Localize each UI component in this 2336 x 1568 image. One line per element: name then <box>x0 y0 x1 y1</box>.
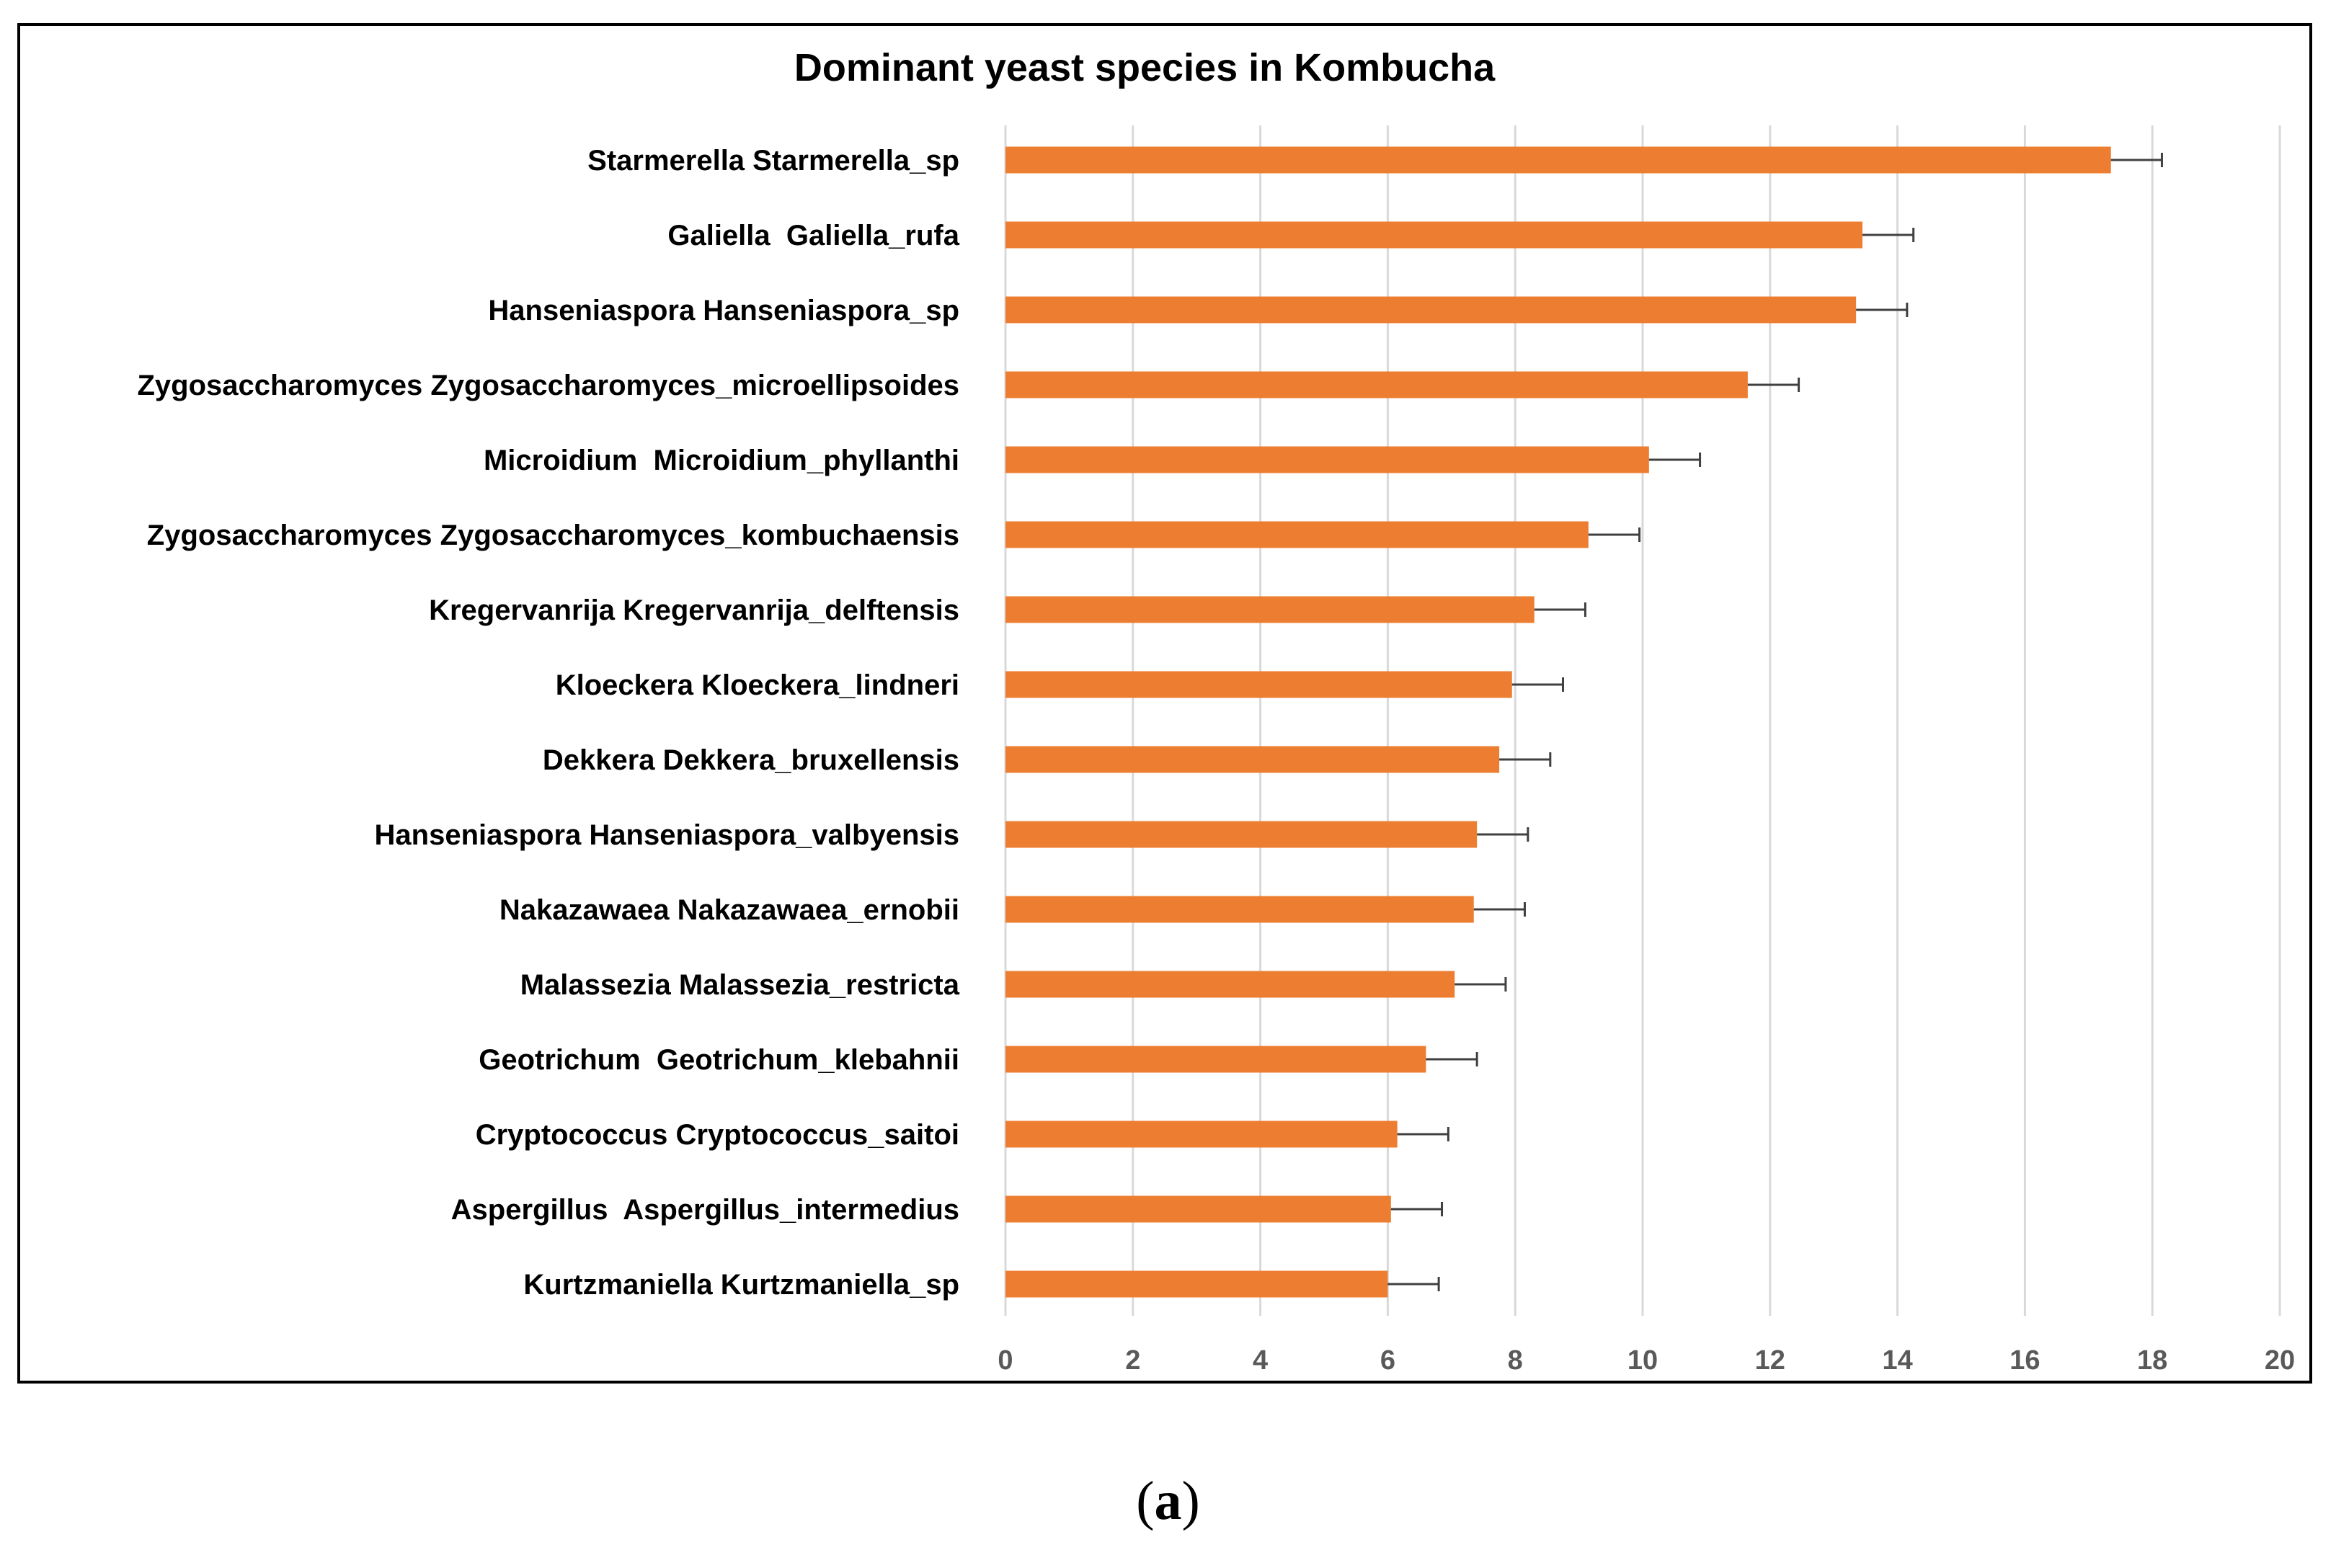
x-tick-label: 0 <box>998 1345 1013 1376</box>
category-label: Nakazawaea Nakazawaea_ernobii <box>499 894 959 926</box>
category-label: Aspergillus Aspergillus_intermedius <box>451 1194 959 1226</box>
x-tick-label: 16 <box>2009 1345 2040 1376</box>
category-label: Microidium Microidium_phyllanthi <box>484 445 959 476</box>
bar <box>1005 896 1474 923</box>
bar <box>1005 1195 1391 1223</box>
bar <box>1005 446 1649 473</box>
x-tick-label: 14 <box>1882 1345 1912 1376</box>
chart-title: Dominant yeast species in Kombucha <box>794 46 1496 89</box>
bar <box>1005 596 1535 623</box>
bar <box>1005 521 1589 548</box>
bar <box>1005 221 1862 249</box>
category-label: Zygosaccharomyces Zygosaccharomyces_komb… <box>147 520 959 551</box>
chart-frame: Dominant yeast species in Kombucha Starm… <box>17 23 2312 1384</box>
bar-chart: Dominant yeast species in Kombucha Starm… <box>137 46 2295 1376</box>
bar <box>1005 296 1857 324</box>
x-tick-label: 2 <box>1125 1345 1140 1376</box>
category-label: Kurtzmaniella Kurtzmaniella_sp <box>523 1269 959 1301</box>
bar <box>1005 371 1748 398</box>
x-tick-label: 18 <box>2137 1345 2167 1376</box>
x-tick-label: 10 <box>1627 1345 1658 1376</box>
bar <box>1005 1270 1388 1298</box>
bars <box>1005 146 2111 1298</box>
x-tick-label: 4 <box>1253 1345 1268 1376</box>
category-label: Hanseniaspora Hanseniaspora_valbyensis <box>375 819 959 851</box>
x-tick-label: 12 <box>1755 1345 1785 1376</box>
bar <box>1005 1046 1426 1073</box>
x-axis-tick-labels: 0 2 4 6 8 10 12 14 16 18 20 <box>998 1345 2295 1376</box>
caption-open-paren: ( <box>1136 1471 1155 1531</box>
x-tick-label: 20 <box>2265 1345 2295 1376</box>
bar <box>1005 971 1455 998</box>
bar <box>1005 146 2111 174</box>
category-label: Starmerella Starmerella_sp <box>587 145 959 177</box>
x-tick-label: 8 <box>1508 1345 1523 1376</box>
figure-caption: (a) <box>0 1470 2336 1533</box>
error-bars <box>1387 153 2163 1291</box>
category-label: Geotrichum Geotrichum_klebahnii <box>479 1044 959 1076</box>
caption-letter: a <box>1154 1471 1182 1531</box>
bar <box>1005 671 1512 698</box>
x-tick-label: 6 <box>1380 1345 1395 1376</box>
category-label: Kloeckera Kloeckera_lindneri <box>556 669 959 701</box>
bar <box>1005 1121 1398 1148</box>
category-label: Malassezia Malassezia_restricta <box>520 969 960 1001</box>
category-label: Hanseniaspora Hanseniaspora_sp <box>488 295 959 326</box>
caption-close-paren: ) <box>1181 1471 1200 1531</box>
gridlines <box>1004 125 2281 1316</box>
category-label: Kregervanrija Kregervanrija_delftensis <box>429 594 959 626</box>
category-label: Zygosaccharomyces Zygosaccharomyces_micr… <box>137 370 959 401</box>
category-label: Dekkera Dekkera_bruxellensis <box>543 744 959 776</box>
category-labels: Starmerella Starmerella_sp Galiella Galie… <box>137 145 959 1301</box>
bar <box>1005 746 1500 773</box>
category-label: Galiella Galiella_rufa <box>667 220 959 251</box>
category-label: Cryptococcus Cryptococcus_saitoi <box>476 1119 959 1151</box>
bar <box>1005 821 1478 848</box>
